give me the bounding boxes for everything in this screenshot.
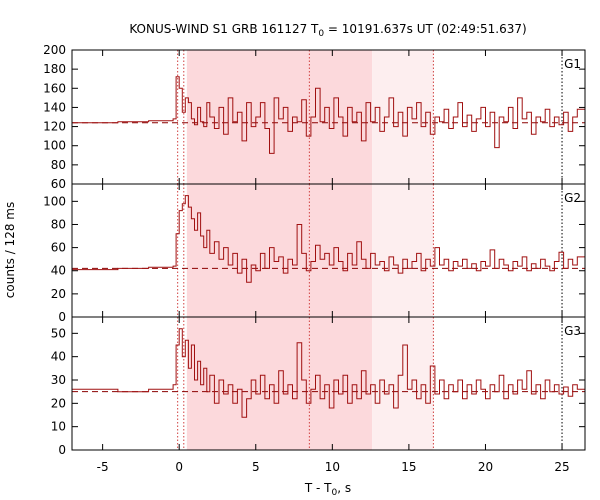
y-axis-label: counts / 128 ms <box>3 202 17 298</box>
y-tick-label: 180 <box>43 62 66 76</box>
y-tick-label: 160 <box>43 81 66 95</box>
chart-title: KONUS-WIND S1 GRB 161127 T0 = 10191.637s… <box>129 22 526 39</box>
x-tick-label: -5 <box>97 460 109 474</box>
y-tick-label: 0 <box>58 310 66 324</box>
y-tick-label: 200 <box>43 43 66 57</box>
y-tick-label: 80 <box>51 158 66 172</box>
panel-frame <box>71 316 586 451</box>
x-tick-label: 0 <box>175 460 183 474</box>
y-tick-label: 40 <box>51 264 66 278</box>
y-tick-label: 40 <box>51 350 66 364</box>
panel-label: G3 <box>564 324 581 338</box>
x-tick-label: 10 <box>325 460 340 474</box>
panel-g1: 60 80 100 120 140 160 180 200 G1 <box>43 43 586 191</box>
count-rate-curve <box>72 195 585 283</box>
shade-interval-tail <box>372 317 434 450</box>
shade-interval-main <box>186 317 373 450</box>
x-tick-label: 25 <box>554 460 569 474</box>
shade-interval-main <box>186 184 373 317</box>
panel-g2: 0 20 40 60 80 100 G2 <box>43 183 586 324</box>
y-tick-label: 20 <box>51 396 66 410</box>
x-tick-label: 5 <box>252 460 260 474</box>
count-rate-curve <box>72 328 585 418</box>
y-tick-label: 100 <box>43 194 66 208</box>
y-tick-label: 30 <box>51 373 66 387</box>
x-tick-label: 15 <box>401 460 416 474</box>
panel-g3: 0 10 20 30 40 50 G3 <box>51 316 586 457</box>
y-tick-label: 0 <box>58 443 66 457</box>
y-tick-label: 60 <box>51 177 66 191</box>
y-tick-label: 50 <box>51 326 66 340</box>
shade-interval-tail <box>372 184 434 317</box>
y-tick-label: 140 <box>43 100 66 114</box>
x-tick-label: 20 <box>478 460 493 474</box>
count-rate-curve <box>72 76 585 154</box>
y-tick-label: 100 <box>43 139 66 153</box>
y-tick-label: 80 <box>51 217 66 231</box>
y-tick-label: 60 <box>51 241 66 255</box>
y-tick-label: 10 <box>51 420 66 434</box>
y-tick-label: 120 <box>43 120 66 134</box>
y-tick-label: 20 <box>51 287 66 301</box>
panel-label: G1 <box>564 57 581 71</box>
panel-label: G2 <box>564 191 581 205</box>
x-axis-label: T - T0, s <box>304 481 351 498</box>
